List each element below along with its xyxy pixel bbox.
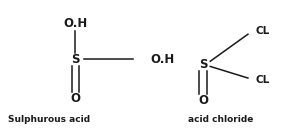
Text: O.H: O.H xyxy=(63,17,88,30)
Text: S: S xyxy=(71,53,80,66)
Text: S: S xyxy=(199,58,207,71)
Text: CL: CL xyxy=(255,26,269,36)
Text: O: O xyxy=(70,92,80,104)
Text: acid chloride: acid chloride xyxy=(188,115,253,124)
Text: CL: CL xyxy=(255,75,269,85)
Text: Sulphurous acid: Sulphurous acid xyxy=(8,115,90,124)
Text: O: O xyxy=(198,94,208,107)
Text: O.H: O.H xyxy=(151,53,175,66)
